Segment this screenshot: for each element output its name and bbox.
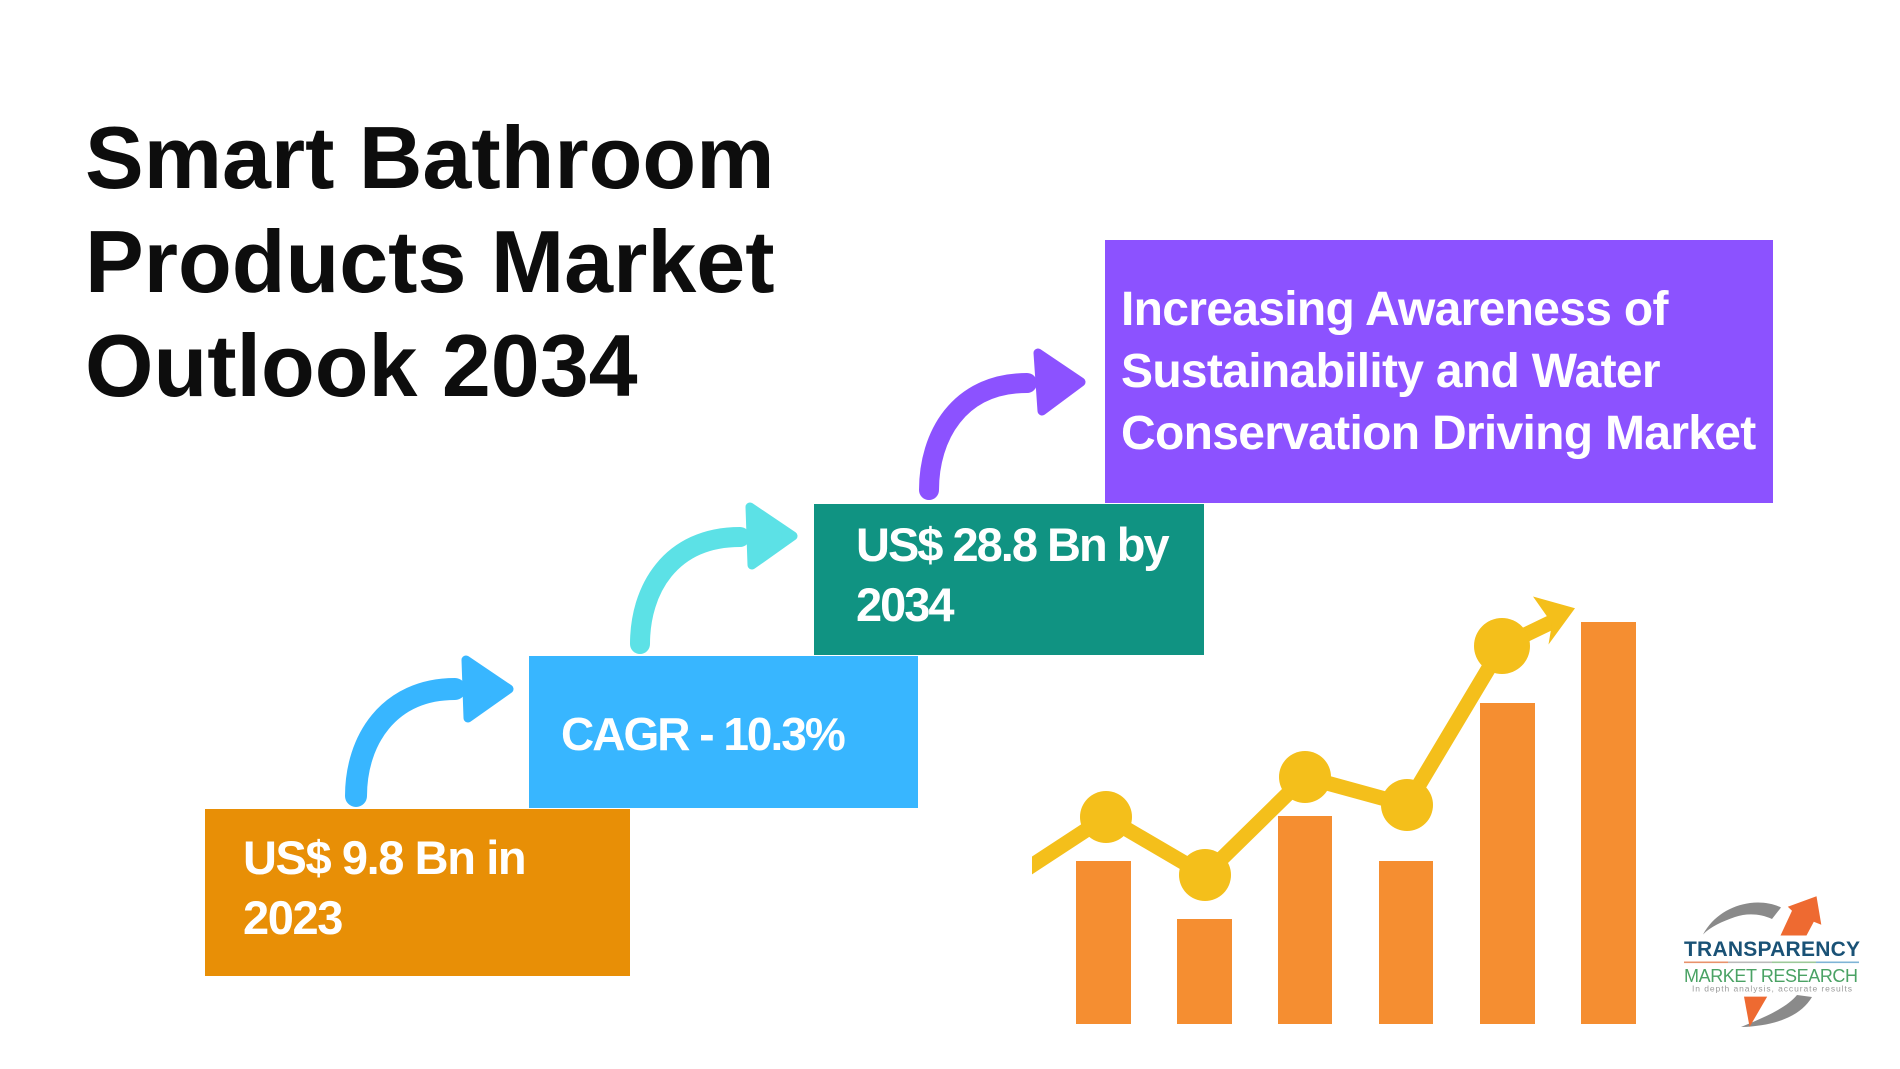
svg-text:MARKET RESEARCH: MARKET RESEARCH xyxy=(1684,966,1858,986)
svg-text:TRANSPARENCY: TRANSPARENCY xyxy=(1684,938,1860,961)
svg-text:In depth analysis, accurate re: In depth analysis, accurate results xyxy=(1692,984,1852,994)
